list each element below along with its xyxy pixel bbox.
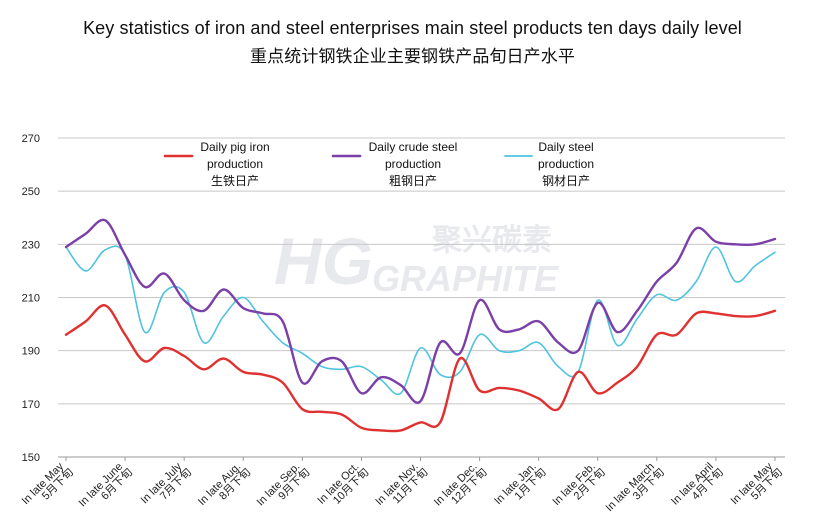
watermark-logo: HG — [274, 224, 373, 298]
series-lines — [64, 218, 777, 433]
y-tick-label: 230 — [22, 239, 40, 251]
x-tick-label: In late Aug.8月下旬 — [196, 461, 253, 508]
x-tick-label: In late Oct.10月下旬 — [315, 461, 371, 507]
series-line-3 — [65, 245, 776, 396]
y-tick-label: 150 — [22, 452, 40, 464]
y-tick-label: 210 — [22, 293, 40, 305]
series-line-1 — [64, 304, 777, 433]
series-line-2 — [64, 218, 777, 404]
legend-label: Daily crude steel — [369, 140, 458, 154]
legend-item: Daily crude steel production 粗钢日产 — [331, 140, 458, 188]
y-tick-label: 250 — [22, 186, 40, 198]
x-tick-label: In late Dec.12月下旬 — [432, 461, 490, 509]
legend-label: production — [538, 157, 594, 171]
legend-item: Daily pig iron production 生铁日产 — [163, 140, 270, 188]
legend-label: production — [207, 157, 263, 171]
watermark-text-cn: 聚兴碳素 — [431, 224, 552, 257]
watermark-text-en: GRAPHITE — [372, 258, 559, 299]
legend-label-cn: 粗钢日产 — [389, 174, 437, 188]
legend-label-cn: 生铁日产 — [211, 174, 259, 188]
y-tick-label: 270 — [22, 133, 40, 145]
watermark: HG 聚兴碳素 GRAPHITE — [274, 224, 559, 299]
x-tick-label: In late Sep.9月下旬 — [255, 461, 313, 509]
legend-label: production — [385, 157, 441, 171]
y-tick-label: 170 — [22, 399, 40, 411]
gridlines — [58, 137, 785, 458]
chart-title: Key statistics of iron and steel enterpr… — [83, 18, 742, 38]
legend-label: Daily steel — [538, 140, 593, 154]
legend-item: Daily steel production 钢材日产 — [504, 140, 594, 188]
legend: Daily pig iron production 生铁日产 Daily crude … — [163, 140, 594, 188]
y-axis: 150 170 190 210 230 250 270 — [22, 133, 40, 464]
chart-subtitle: 重点统计钢铁企业主要钢铁产品旬日产水平 — [250, 47, 575, 66]
legend-label-cn: 钢材日产 — [542, 174, 590, 188]
legend-label: Daily pig iron — [200, 140, 269, 154]
y-tick-label: 190 — [22, 346, 40, 358]
x-tick-label: In late Feb.2月下旬 — [550, 461, 607, 508]
x-tick-label: In late Nov.11月下旬 — [373, 461, 430, 508]
x-tick-label: In late Jan.1月下旬 — [492, 461, 548, 508]
